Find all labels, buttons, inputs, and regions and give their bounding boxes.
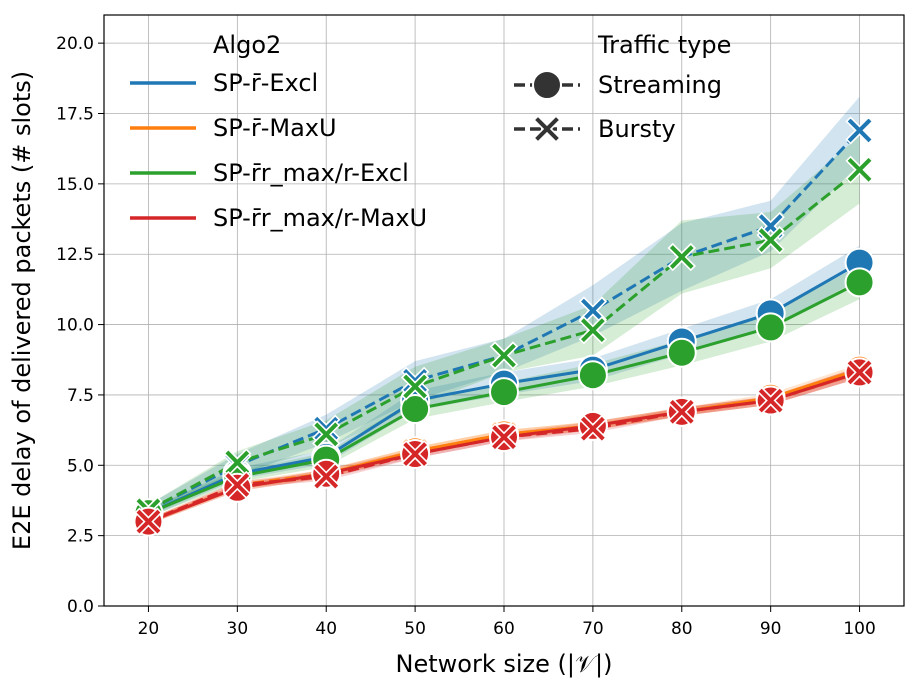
data-point-x <box>845 155 874 184</box>
confidence-band <box>148 96 860 516</box>
legend-traffic-label: Bursty <box>598 115 676 143</box>
y-tick-label: 20.0 <box>56 34 94 54</box>
data-point-x <box>312 462 341 491</box>
legend-algo-title: Algo2 <box>213 31 281 59</box>
data-point-x <box>400 366 430 395</box>
legend: Algo2 Traffic type SP-r̄-Excl SP-r̄-MaxU S… <box>130 31 731 232</box>
y-axis-ticks: 0.0 2.5 5.0 7.5 10.0 12.5 15.0 17.5 20.0 <box>56 34 104 617</box>
data-point-x <box>400 372 430 401</box>
legend-traffic-title: Traffic type <box>597 31 731 59</box>
y-tick-label: 2.5 <box>67 527 94 547</box>
data-point-x <box>312 414 341 443</box>
data-point-x <box>223 448 252 477</box>
data-point-x <box>134 507 163 536</box>
data-point-circle <box>755 312 786 343</box>
x-tick-label: 60 <box>493 619 515 639</box>
legend-algo-label: SP-r̄r_max/r-MaxU <box>213 204 427 232</box>
legend-algo-label: SP-r̄-Excl <box>213 69 318 97</box>
y-tick-label: 7.5 <box>67 386 94 406</box>
x-tick-label: 100 <box>843 619 875 639</box>
y-axis-label: E2E delay of delivered packets (# slots) <box>8 71 36 550</box>
data-point-circle <box>489 377 519 408</box>
data-point-x <box>667 242 696 272</box>
x-axis-ticks: 20 30 40 50 60 70 80 90 100 <box>138 606 876 639</box>
data-point-x <box>667 397 696 426</box>
x-tick-label: 50 <box>404 619 426 639</box>
data-point-x <box>756 226 785 255</box>
x-tick-label: 80 <box>671 619 693 639</box>
data-point-x <box>578 414 608 443</box>
y-tick-label: 17.5 <box>56 105 94 125</box>
legend-x-marker <box>532 114 562 144</box>
data-point-circle <box>844 267 875 298</box>
legend-algo-label: SP-r̄-MaxU <box>213 114 337 142</box>
data-point-x <box>578 296 608 325</box>
data-point-circle <box>577 360 608 391</box>
data-point-x <box>845 358 874 387</box>
y-tick-label: 15.0 <box>56 175 94 195</box>
data-point-x <box>756 386 785 415</box>
data-point-x <box>578 316 608 345</box>
legend-traffic-label: Streaming <box>598 71 722 99</box>
data-point-x <box>223 470 252 500</box>
data-point-x <box>845 116 874 145</box>
data-point-x <box>312 420 341 449</box>
series-markers <box>133 116 875 537</box>
x-tick-label: 20 <box>138 619 160 639</box>
y-tick-label: 5.0 <box>67 456 94 476</box>
data-point-x <box>489 341 519 370</box>
x-tick-label: 90 <box>760 619 782 639</box>
grid <box>104 15 904 607</box>
x-axis-label: Network size (|𝒱|) <box>396 650 613 678</box>
data-point-circle <box>666 337 697 368</box>
data-point-circle <box>400 394 431 424</box>
y-tick-label: 0.0 <box>67 597 94 617</box>
y-tick-label: 12.5 <box>56 245 94 265</box>
legend-algo-label: SP-r̄r_max/r-Excl <box>213 159 409 187</box>
confidence-band <box>148 136 860 516</box>
legend-circle-marker <box>532 70 562 100</box>
y-tick-label: 10.0 <box>56 316 94 336</box>
x-tick-label: 70 <box>582 619 604 639</box>
x-tick-label: 30 <box>227 619 249 639</box>
data-point-x <box>489 423 519 452</box>
x-tick-label: 40 <box>315 619 337 639</box>
data-point-x <box>400 439 430 469</box>
